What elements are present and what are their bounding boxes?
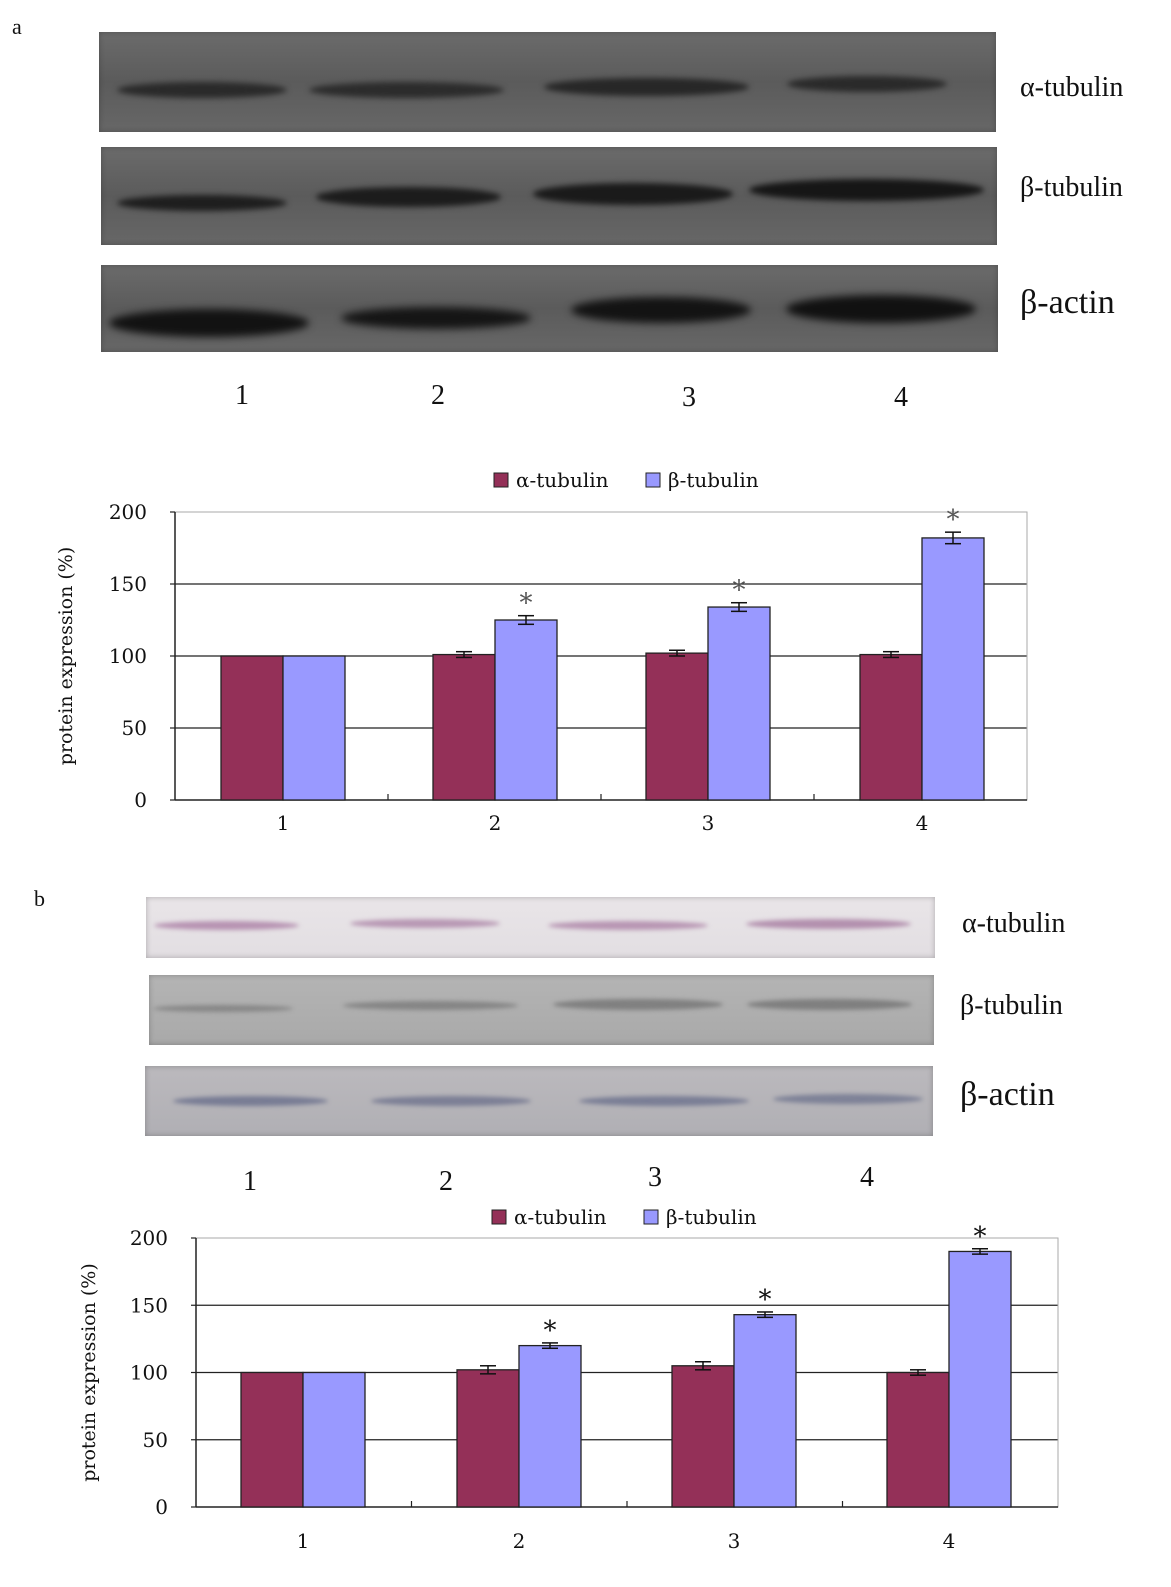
y-axis-label: protein expression (%) <box>55 547 77 766</box>
y-tick-label-3: 150 <box>109 572 147 596</box>
y-tick-label-1: 50 <box>143 1428 168 1452</box>
legend-label-alpha: α-tubulin <box>514 1205 607 1229</box>
blot-a-alpha-tubulin <box>99 32 996 132</box>
significance-marker-4: * <box>947 505 960 535</box>
bar-alpha-1 <box>220 655 284 801</box>
bar-beta-2 <box>518 1344 582 1508</box>
x-category-label-4: 4 <box>916 811 929 835</box>
bar-beta-3 <box>733 1314 797 1508</box>
lane-b-label-3: 3 <box>648 1162 662 1193</box>
panel-a-letter: a <box>12 14 22 39</box>
chart-a: 0 50 100 150 200 1 * 2 * 3 * 4 protein expression (%… <box>0 460 1171 850</box>
legend-swatch-beta <box>643 1209 659 1225</box>
lane-a-label-3: 3 <box>682 382 696 413</box>
legend-label-beta: β-tubulin <box>668 468 759 492</box>
blot-a-label-beta-tubulin: β-tubulin <box>1020 172 1123 203</box>
blot-b-beta-tubulin <box>149 975 934 1045</box>
chart-b: 0 50 100 150 200 1 * 2 * 3 * 4 protein expression (%… <box>0 1198 1171 1583</box>
x-category-label-2: 2 <box>513 1529 526 1553</box>
bar-alpha-1 <box>240 1371 304 1508</box>
x-category-label-3: 3 <box>728 1529 741 1553</box>
legend-swatch-alpha <box>493 472 509 488</box>
lane-a-label-1: 1 <box>235 380 249 411</box>
blot-b-label-beta-actin: β-actin <box>960 1076 1055 1113</box>
x-category-label-3: 3 <box>702 811 715 835</box>
lane-b-label-2: 2 <box>439 1166 453 1197</box>
x-category-label-1: 1 <box>277 811 290 835</box>
y-tick-label-4: 200 <box>130 1226 168 1250</box>
significance-marker-2: * <box>520 589 533 619</box>
legend-swatch-alpha <box>491 1209 507 1225</box>
legend-swatch-beta <box>645 472 661 488</box>
blot-a-label-beta-actin: β-actin <box>1020 284 1115 321</box>
lane-b-label-1: 1 <box>243 1166 257 1197</box>
bar-alpha-4 <box>886 1371 950 1508</box>
significance-marker-3: * <box>733 576 746 606</box>
significance-marker-3: * <box>759 1285 772 1315</box>
bar-beta-1 <box>282 655 346 801</box>
significance-marker-4: * <box>974 1222 987 1252</box>
legend-label-beta: β-tubulin <box>666 1205 757 1229</box>
bar-beta-4 <box>948 1250 1012 1508</box>
blot-b-beta-actin <box>145 1066 933 1136</box>
blot-a-label-alpha-tubulin: α-tubulin <box>1020 72 1124 103</box>
x-category-label-2: 2 <box>489 811 502 835</box>
x-category-label-4: 4 <box>943 1529 956 1553</box>
y-tick-label-2: 100 <box>109 644 147 668</box>
y-tick-label-4: 200 <box>109 500 147 524</box>
blot-b-label-beta-tubulin: β-tubulin <box>960 990 1063 1021</box>
y-tick-label-1: 50 <box>122 716 147 740</box>
blot-a-beta-actin <box>101 265 998 352</box>
lane-a-label-4: 4 <box>894 382 908 413</box>
lane-a-label-2: 2 <box>431 380 445 411</box>
significance-marker-2: * <box>544 1316 557 1346</box>
bar-beta-3 <box>707 606 771 801</box>
blot-b-label-alpha-tubulin: α-tubulin <box>962 908 1066 939</box>
bar-alpha-3 <box>645 652 709 801</box>
y-tick-label-0: 0 <box>134 788 147 812</box>
blot-b-alpha-tubulin <box>146 897 935 958</box>
chart-a-svg: 0 50 100 150 200 1 * 2 * 3 * 4 protein expression (%… <box>55 468 1028 835</box>
bar-alpha-4 <box>859 653 923 801</box>
panel-b-letter: b <box>34 886 45 911</box>
legend-label-alpha: α-tubulin <box>516 468 609 492</box>
y-tick-label-2: 100 <box>130 1361 168 1385</box>
y-tick-label-0: 0 <box>155 1495 168 1519</box>
blot-a-beta-tubulin <box>101 147 997 245</box>
bar-beta-4 <box>921 537 985 801</box>
bar-beta-1 <box>302 1371 366 1508</box>
y-axis-label: protein expression (%) <box>78 1263 100 1482</box>
bar-beta-2 <box>494 619 558 801</box>
bar-alpha-2 <box>432 653 496 801</box>
x-category-label-1: 1 <box>297 1529 310 1553</box>
chart-b-svg: 0 50 100 150 200 1 * 2 * 3 * 4 protein expression (%… <box>78 1205 1059 1553</box>
lane-b-label-4: 4 <box>860 1162 874 1193</box>
bar-alpha-2 <box>456 1369 520 1508</box>
bar-alpha-3 <box>671 1365 735 1508</box>
y-tick-label-3: 150 <box>130 1293 168 1317</box>
